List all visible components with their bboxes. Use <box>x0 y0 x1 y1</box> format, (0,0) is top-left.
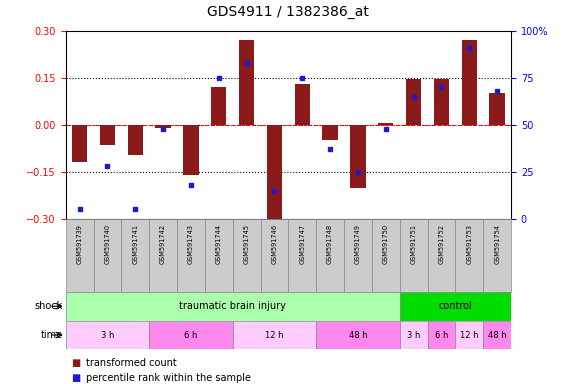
Text: GSM591745: GSM591745 <box>244 224 250 264</box>
Bar <box>288 219 316 292</box>
Text: GSM591751: GSM591751 <box>411 224 417 264</box>
Text: GDS4911 / 1382386_at: GDS4911 / 1382386_at <box>207 5 369 19</box>
Text: GSM591750: GSM591750 <box>383 224 389 264</box>
Bar <box>233 321 316 349</box>
Text: GSM591753: GSM591753 <box>467 224 472 264</box>
Bar <box>66 292 400 321</box>
Text: traumatic brain injury: traumatic brain injury <box>179 301 286 311</box>
Bar <box>428 321 456 349</box>
Text: GSM591746: GSM591746 <box>271 224 278 264</box>
Text: GSM591752: GSM591752 <box>439 224 444 264</box>
Bar <box>260 219 288 292</box>
Bar <box>456 321 483 349</box>
Bar <box>483 219 511 292</box>
Bar <box>233 219 260 292</box>
Bar <box>127 125 143 155</box>
Text: 12 h: 12 h <box>460 331 478 339</box>
Bar <box>483 321 511 349</box>
Bar <box>456 219 483 292</box>
Text: time: time <box>41 330 63 340</box>
Bar <box>149 219 177 292</box>
Text: GSM591739: GSM591739 <box>77 224 83 264</box>
Text: control: control <box>439 301 472 311</box>
Bar <box>400 219 428 292</box>
Bar <box>239 40 254 125</box>
Bar <box>400 321 428 349</box>
Bar <box>406 79 421 125</box>
Bar <box>400 292 511 321</box>
Bar <box>155 125 171 128</box>
Bar <box>350 125 365 187</box>
Bar <box>316 219 344 292</box>
Bar <box>378 123 393 125</box>
Text: GSM591743: GSM591743 <box>188 224 194 264</box>
Text: 48 h: 48 h <box>488 331 506 339</box>
Bar <box>177 219 205 292</box>
Text: 6 h: 6 h <box>435 331 448 339</box>
Bar <box>100 125 115 145</box>
Bar <box>205 219 233 292</box>
Bar <box>434 79 449 125</box>
Bar <box>428 219 456 292</box>
Text: GSM591754: GSM591754 <box>494 224 500 264</box>
Bar <box>66 321 149 349</box>
Text: 48 h: 48 h <box>349 331 367 339</box>
Bar <box>295 84 310 125</box>
Bar <box>316 321 400 349</box>
Text: shock: shock <box>35 301 63 311</box>
Bar <box>344 219 372 292</box>
Text: ■: ■ <box>71 373 81 383</box>
Text: 3 h: 3 h <box>407 331 420 339</box>
Text: percentile rank within the sample: percentile rank within the sample <box>86 373 251 383</box>
Text: GSM591742: GSM591742 <box>160 224 166 264</box>
Text: GSM591748: GSM591748 <box>327 224 333 264</box>
Text: GSM591749: GSM591749 <box>355 224 361 264</box>
Text: GSM591744: GSM591744 <box>216 224 222 264</box>
Text: GSM591740: GSM591740 <box>104 224 110 264</box>
Bar <box>489 93 505 125</box>
Text: 6 h: 6 h <box>184 331 198 339</box>
Bar <box>461 40 477 125</box>
Text: 12 h: 12 h <box>265 331 284 339</box>
Text: ■: ■ <box>71 358 81 367</box>
Bar <box>72 125 87 162</box>
Text: transformed count: transformed count <box>86 358 176 367</box>
Bar <box>149 321 233 349</box>
Text: 3 h: 3 h <box>100 331 114 339</box>
Text: GSM591747: GSM591747 <box>299 224 305 264</box>
Text: GSM591741: GSM591741 <box>132 224 138 264</box>
Bar <box>323 125 338 141</box>
Bar <box>122 219 149 292</box>
Bar <box>372 219 400 292</box>
Bar <box>267 125 282 225</box>
Bar <box>66 219 94 292</box>
Bar <box>211 87 227 125</box>
Bar <box>94 219 122 292</box>
Bar <box>183 125 199 175</box>
